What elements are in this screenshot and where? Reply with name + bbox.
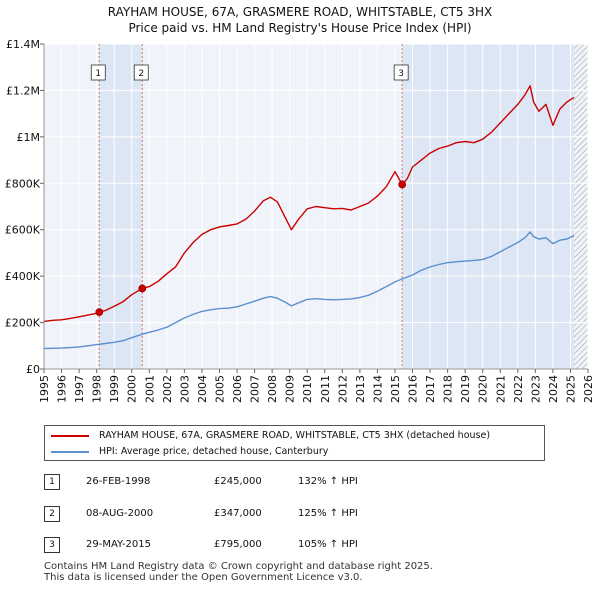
x-tick-label: 2008 — [266, 375, 279, 403]
x-tick-label: 2000 — [126, 375, 139, 403]
transaction-hpi: 125% ↑ HPI — [298, 508, 358, 519]
transaction-number: 2 — [44, 506, 60, 522]
footer-copyright: Contains HM Land Registry data © Crown c… — [44, 561, 433, 572]
ownership-band — [99, 44, 143, 369]
x-tick-label: 2015 — [389, 375, 402, 403]
y-tick-label: £0 — [26, 363, 40, 376]
legend-label-property: RAYHAM HOUSE, 67A, GRASMERE ROAD, WHITST… — [99, 430, 491, 441]
y-tick-label: £400K — [5, 270, 41, 283]
transaction-row: 3 29-MAY-2015 £795,000 105% ↑ HPI — [44, 537, 564, 553]
legend-swatch-property — [51, 435, 89, 437]
y-tick-label: £1.2M — [6, 84, 40, 97]
x-tick-label: 2011 — [319, 375, 332, 403]
x-tick-label: 2012 — [336, 375, 349, 403]
transaction-number: 3 — [44, 537, 60, 553]
y-tick-label: £1.4M — [6, 38, 40, 51]
transaction-date: 26-FEB-1998 — [86, 476, 151, 487]
transaction-price: £795,000 — [214, 539, 262, 550]
sale-label-number: 2 — [138, 69, 144, 79]
transaction-row: 2 08-AUG-2000 £347,000 125% ↑ HPI — [44, 506, 564, 522]
x-tick-label: 2020 — [477, 375, 490, 403]
sale-point — [95, 308, 104, 317]
y-tick-label: £600K — [5, 224, 41, 237]
x-tick-label: 1996 — [56, 375, 69, 403]
transaction-price: £347,000 — [214, 508, 262, 519]
x-tick-label: 2004 — [196, 375, 209, 403]
x-tick-label: 2009 — [284, 375, 297, 403]
x-tick-label: 1995 — [38, 375, 51, 403]
sale-point — [138, 284, 147, 293]
sale-point — [398, 180, 407, 189]
chart-title: RAYHAM HOUSE, 67A, GRASMERE ROAD, WHITST… — [107, 5, 493, 19]
sale-label-box — [393, 64, 409, 81]
y-tick-label: £1M — [17, 131, 41, 144]
x-tick-label: 2026 — [582, 375, 595, 403]
chart-subtitle: Price paid vs. HM Land Registry's House … — [128, 21, 472, 35]
x-tick-label: 2014 — [371, 375, 384, 403]
x-tick-label: 2006 — [231, 375, 244, 403]
legend-swatch-hpi — [51, 451, 89, 453]
x-tick-label: 2017 — [424, 375, 437, 403]
transaction-price: £245,000 — [214, 476, 262, 487]
x-tick-label: 2022 — [512, 375, 525, 403]
transaction-date: 29-MAY-2015 — [86, 539, 152, 550]
legend-label-hpi: HPI: Average price, detached house, Cant… — [99, 446, 329, 457]
x-tick-label: 2013 — [354, 375, 367, 403]
x-tick-label: 2003 — [178, 375, 191, 403]
x-tick-label: 2016 — [407, 375, 420, 403]
x-tick-label: 2001 — [143, 375, 156, 403]
series-line-property — [43, 85, 575, 323]
x-tick-label: 2024 — [547, 375, 560, 403]
sale-label-box — [90, 64, 106, 81]
series-line-hpi — [43, 231, 575, 350]
x-tick-label: 2010 — [301, 375, 314, 403]
y-tick-label: £800K — [5, 177, 41, 190]
x-tick-label: 1998 — [91, 375, 104, 403]
sale-label-number: 3 — [398, 69, 404, 79]
x-tick-label: 2018 — [442, 375, 455, 403]
sale-label-box — [133, 64, 149, 81]
ownership-band — [402, 44, 574, 369]
sale-label-number: 1 — [95, 69, 101, 79]
price-chart: 1 2 3 £0 £200K £400K £600K £800K £1M £1.2M £1.4M 19… — [5, 38, 595, 403]
x-tick-label: 2002 — [161, 375, 174, 403]
legend: RAYHAM HOUSE, 67A, GRASMERE ROAD, WHITST… — [44, 425, 545, 461]
transaction-date: 08-AUG-2000 — [86, 508, 154, 519]
y-tick-label: £200K — [5, 317, 41, 330]
transaction-hpi: 132% ↑ HPI — [298, 476, 358, 487]
transaction-row: 1 26-FEB-1998 £245,000 132% ↑ HPI — [44, 474, 564, 490]
transaction-number: 1 — [44, 474, 60, 490]
footer-licence: This data is licensed under the Open Gov… — [44, 572, 363, 583]
x-tick-label: 2019 — [459, 375, 472, 403]
x-tick-label: 1999 — [108, 375, 121, 403]
future-hatch — [573, 44, 588, 369]
x-tick-label: 2005 — [213, 375, 226, 403]
x-tick-label: 1997 — [73, 375, 86, 403]
x-tick-label: 2025 — [564, 375, 577, 403]
x-tick-label: 2021 — [494, 375, 507, 403]
transaction-hpi: 105% ↑ HPI — [298, 539, 358, 550]
x-tick-label: 2023 — [529, 375, 542, 403]
x-tick-label: 2007 — [249, 375, 262, 403]
